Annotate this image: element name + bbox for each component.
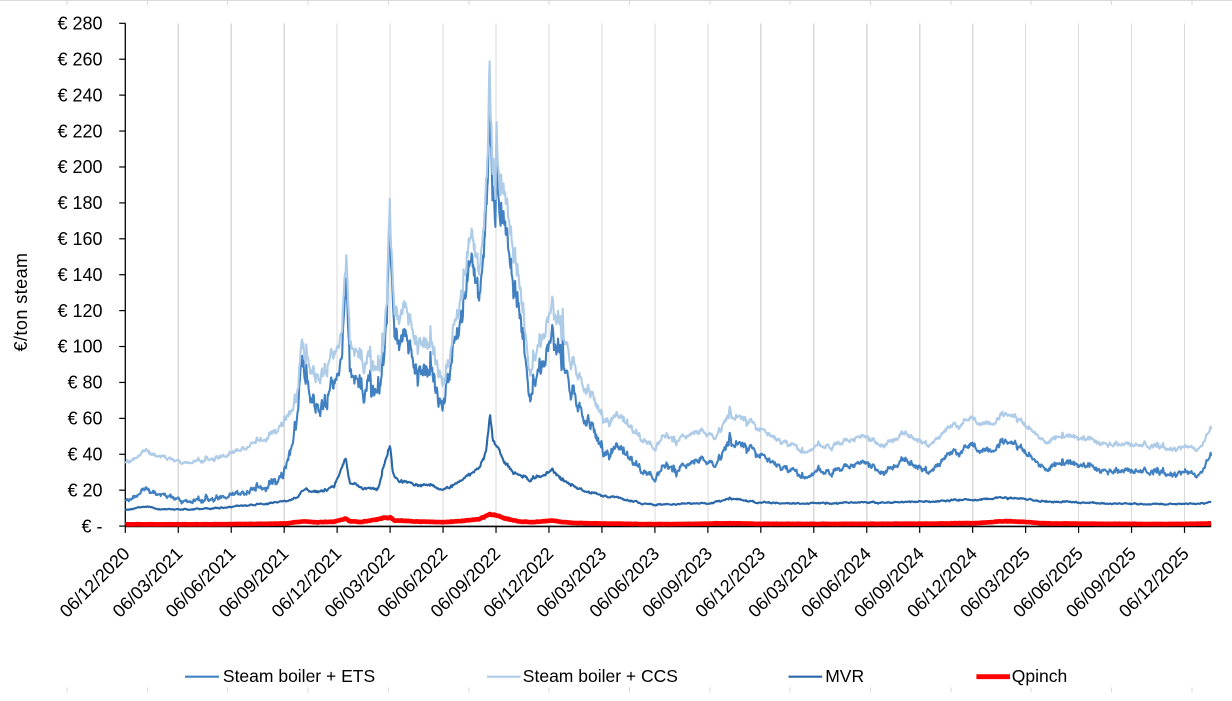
svg-text:€ 200: € 200 <box>57 157 102 177</box>
svg-text:Qpinch: Qpinch <box>1012 666 1067 686</box>
svg-text:€ 20: € 20 <box>67 480 102 500</box>
svg-text:€ 220: € 220 <box>57 121 102 141</box>
svg-text:€ 260: € 260 <box>57 49 102 69</box>
svg-text:MVR: MVR <box>825 666 864 686</box>
svg-text:€ 120: € 120 <box>57 301 102 321</box>
svg-text:€ 100: € 100 <box>57 337 102 357</box>
svg-text:€ 60: € 60 <box>67 409 102 429</box>
svg-text:€/ton steam: €/ton steam <box>11 252 31 351</box>
svg-text:Steam boiler + ETS: Steam boiler + ETS <box>223 666 375 686</box>
svg-text:€ 240: € 240 <box>57 85 102 105</box>
svg-text:€ 280: € 280 <box>57 14 102 34</box>
svg-text:€ 140: € 140 <box>57 265 102 285</box>
svg-text:Steam boiler + CCS: Steam boiler + CCS <box>523 666 678 686</box>
svg-text:€ 80: € 80 <box>67 373 102 393</box>
svg-text:€ 40: € 40 <box>67 444 102 464</box>
svg-text:€ -: € - <box>81 516 102 536</box>
svg-text:€ 180: € 180 <box>57 193 102 213</box>
svg-text:€ 160: € 160 <box>57 229 102 249</box>
